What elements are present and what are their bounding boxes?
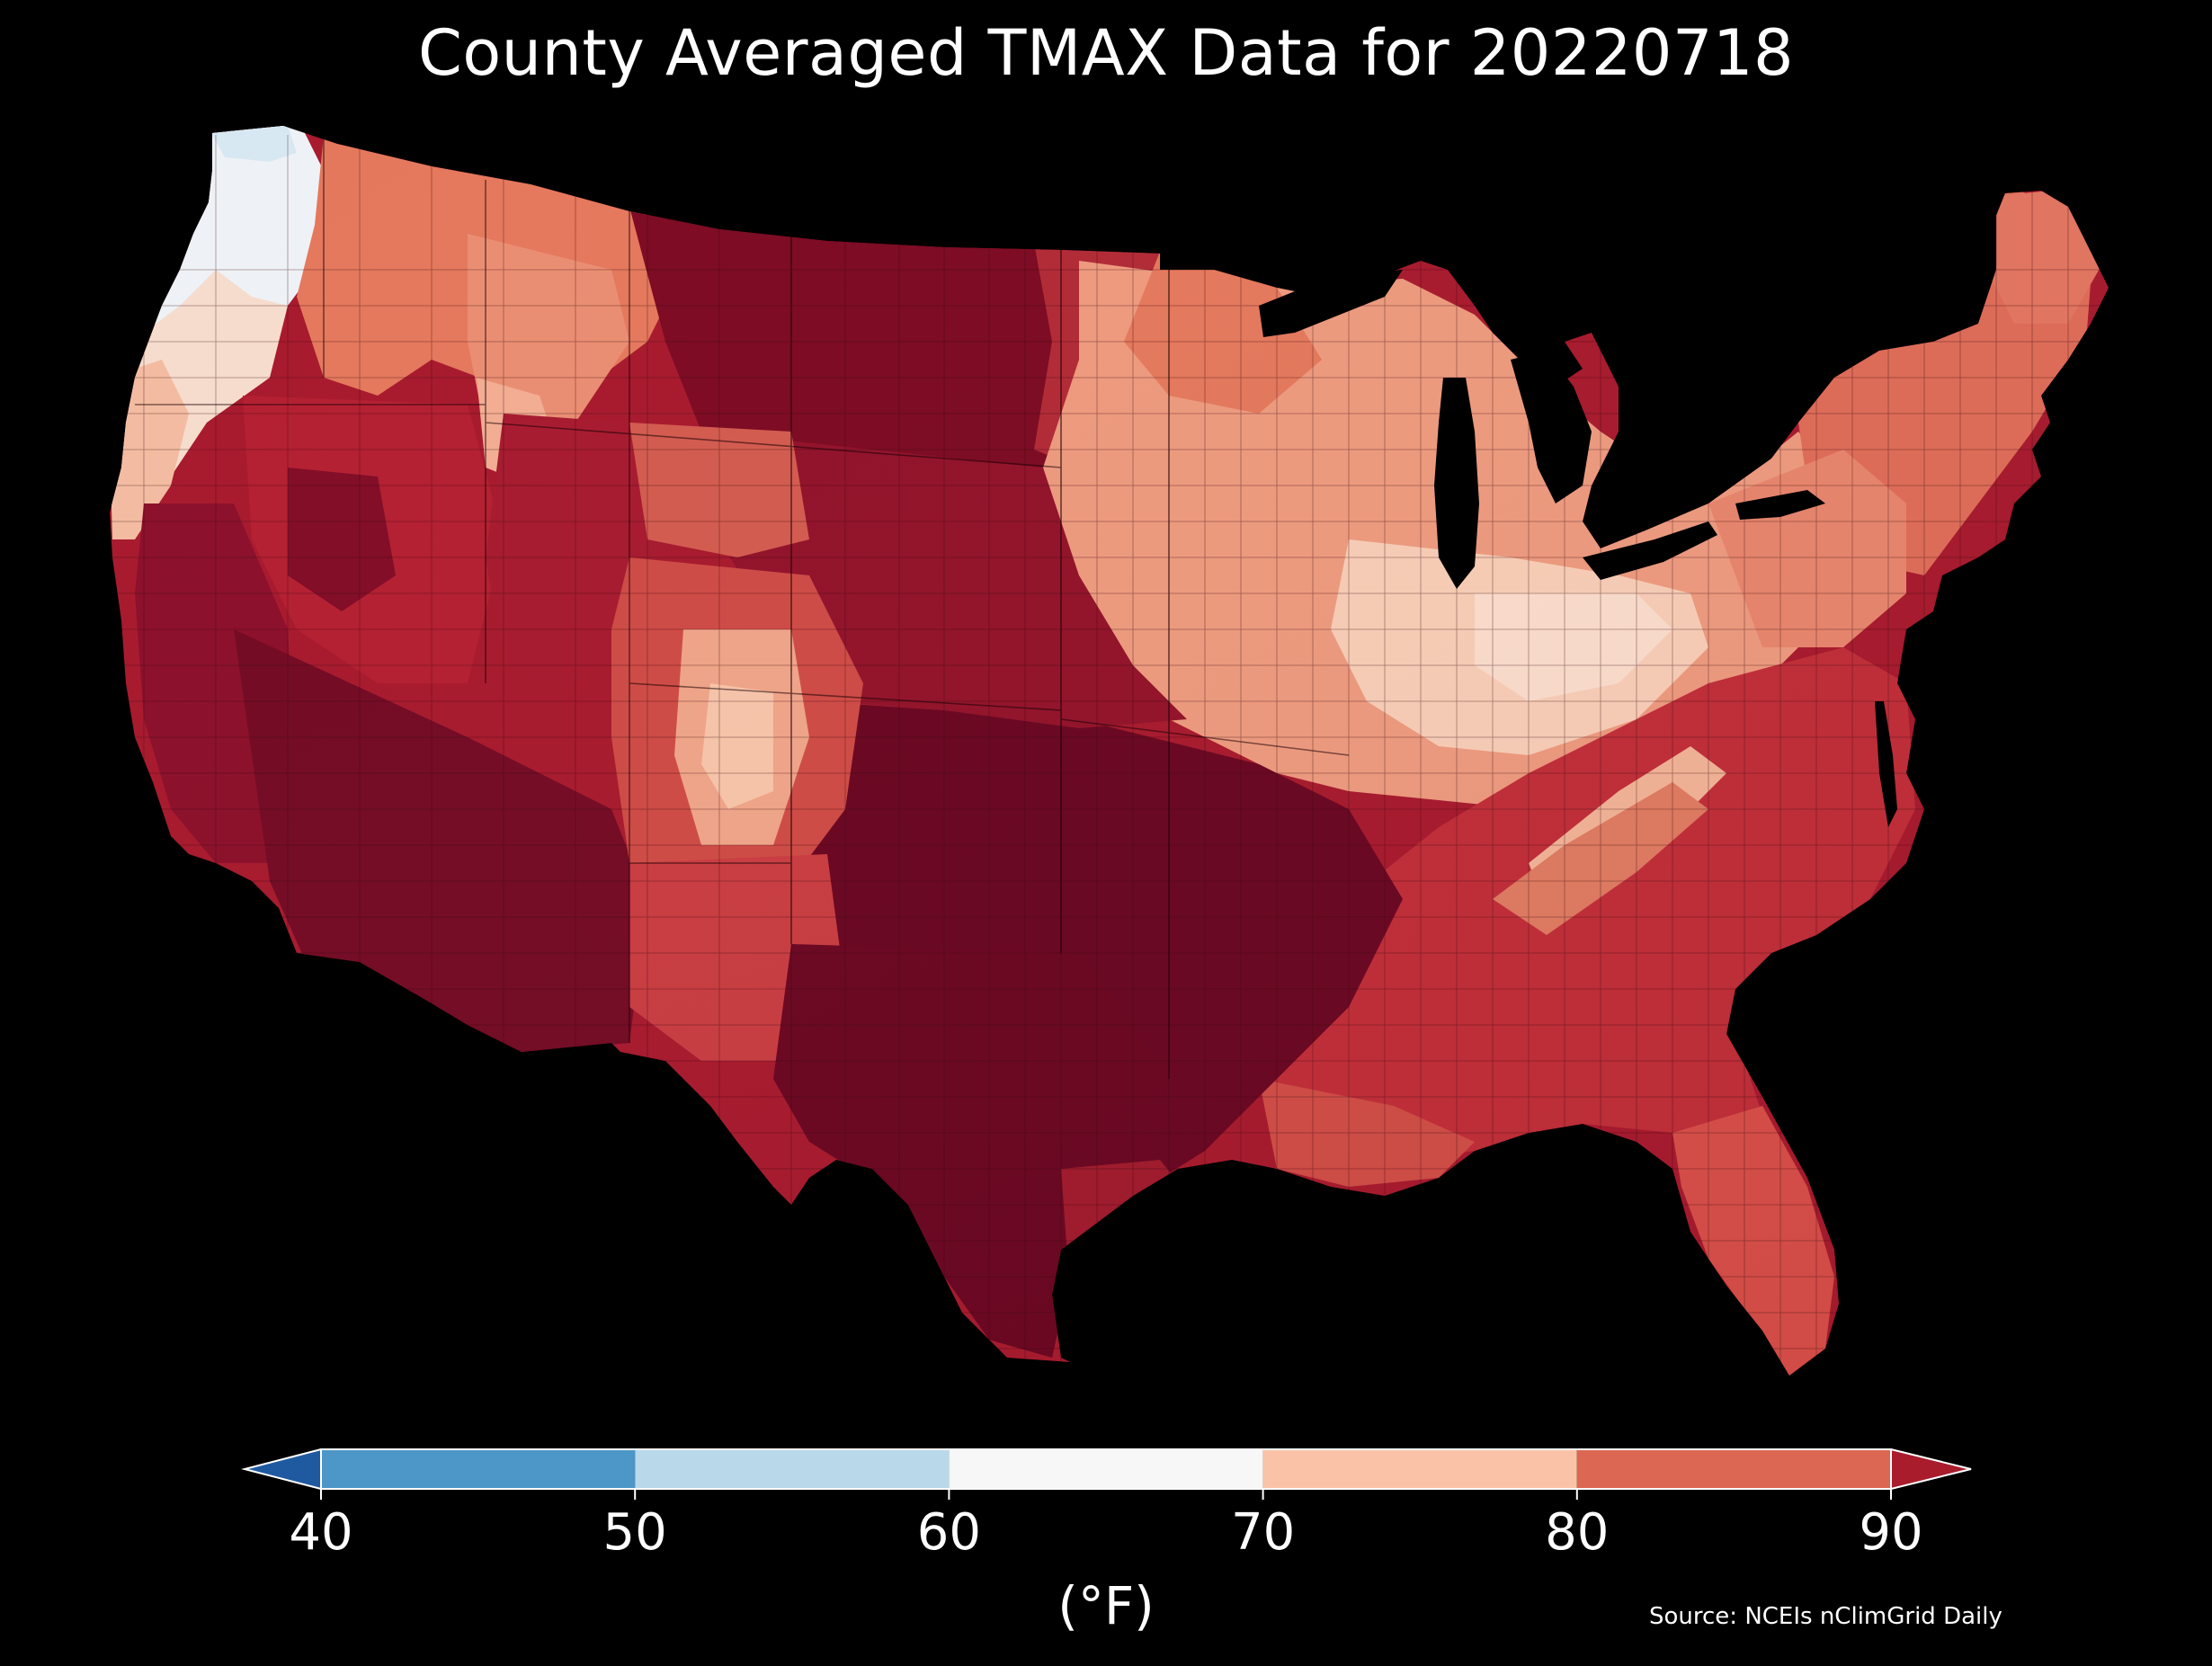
lake-erie xyxy=(1583,521,1717,580)
colorbar-tick-label: 50 xyxy=(602,1503,667,1562)
colorbar-tick-label: 70 xyxy=(1230,1503,1296,1562)
county-boundaries xyxy=(110,135,2109,1376)
lake-superior xyxy=(1259,270,1403,337)
colorbar-under-arrow xyxy=(245,1449,321,1489)
state-boundaries xyxy=(135,135,1350,1079)
lake-michigan xyxy=(1434,378,1479,589)
lake-ontario xyxy=(1735,490,1825,520)
lake-huron xyxy=(1511,351,1592,503)
map-title: County Averaged TMAX Data for 20220718 xyxy=(417,16,1795,90)
colorbar-ticks xyxy=(320,1489,1892,1500)
colorbar-over-arrow xyxy=(1891,1449,1971,1489)
colorbar-bin-60-70 xyxy=(949,1449,1263,1489)
colorbar-bin-40-50 xyxy=(321,1449,636,1489)
colorbar-bins xyxy=(321,1449,1891,1489)
colorbar-tick-label: 40 xyxy=(289,1503,353,1562)
colorbar-arrow-outline-left xyxy=(241,1448,322,1490)
colorbar-bin-70-80 xyxy=(1262,1449,1577,1489)
chesapeake-bay xyxy=(1875,701,1897,827)
colorbar-tick-label: 80 xyxy=(1545,1503,1610,1562)
colorbar-arrow-outline-right xyxy=(1890,1448,1972,1490)
colorbar-tick-label: 60 xyxy=(916,1503,982,1562)
colorbar-bin-50-60 xyxy=(635,1449,950,1489)
source-credit: Source: NCEIs nClimGrid Daily xyxy=(1649,1603,2002,1630)
great-lakes xyxy=(1259,270,1897,827)
colorbar-units-label: (°F) xyxy=(1057,1575,1155,1636)
colorbar-bin-80-90 xyxy=(1576,1449,1891,1489)
colorbar-outline xyxy=(320,1448,1892,1490)
colorbar-tick-label: 90 xyxy=(1859,1503,1923,1562)
